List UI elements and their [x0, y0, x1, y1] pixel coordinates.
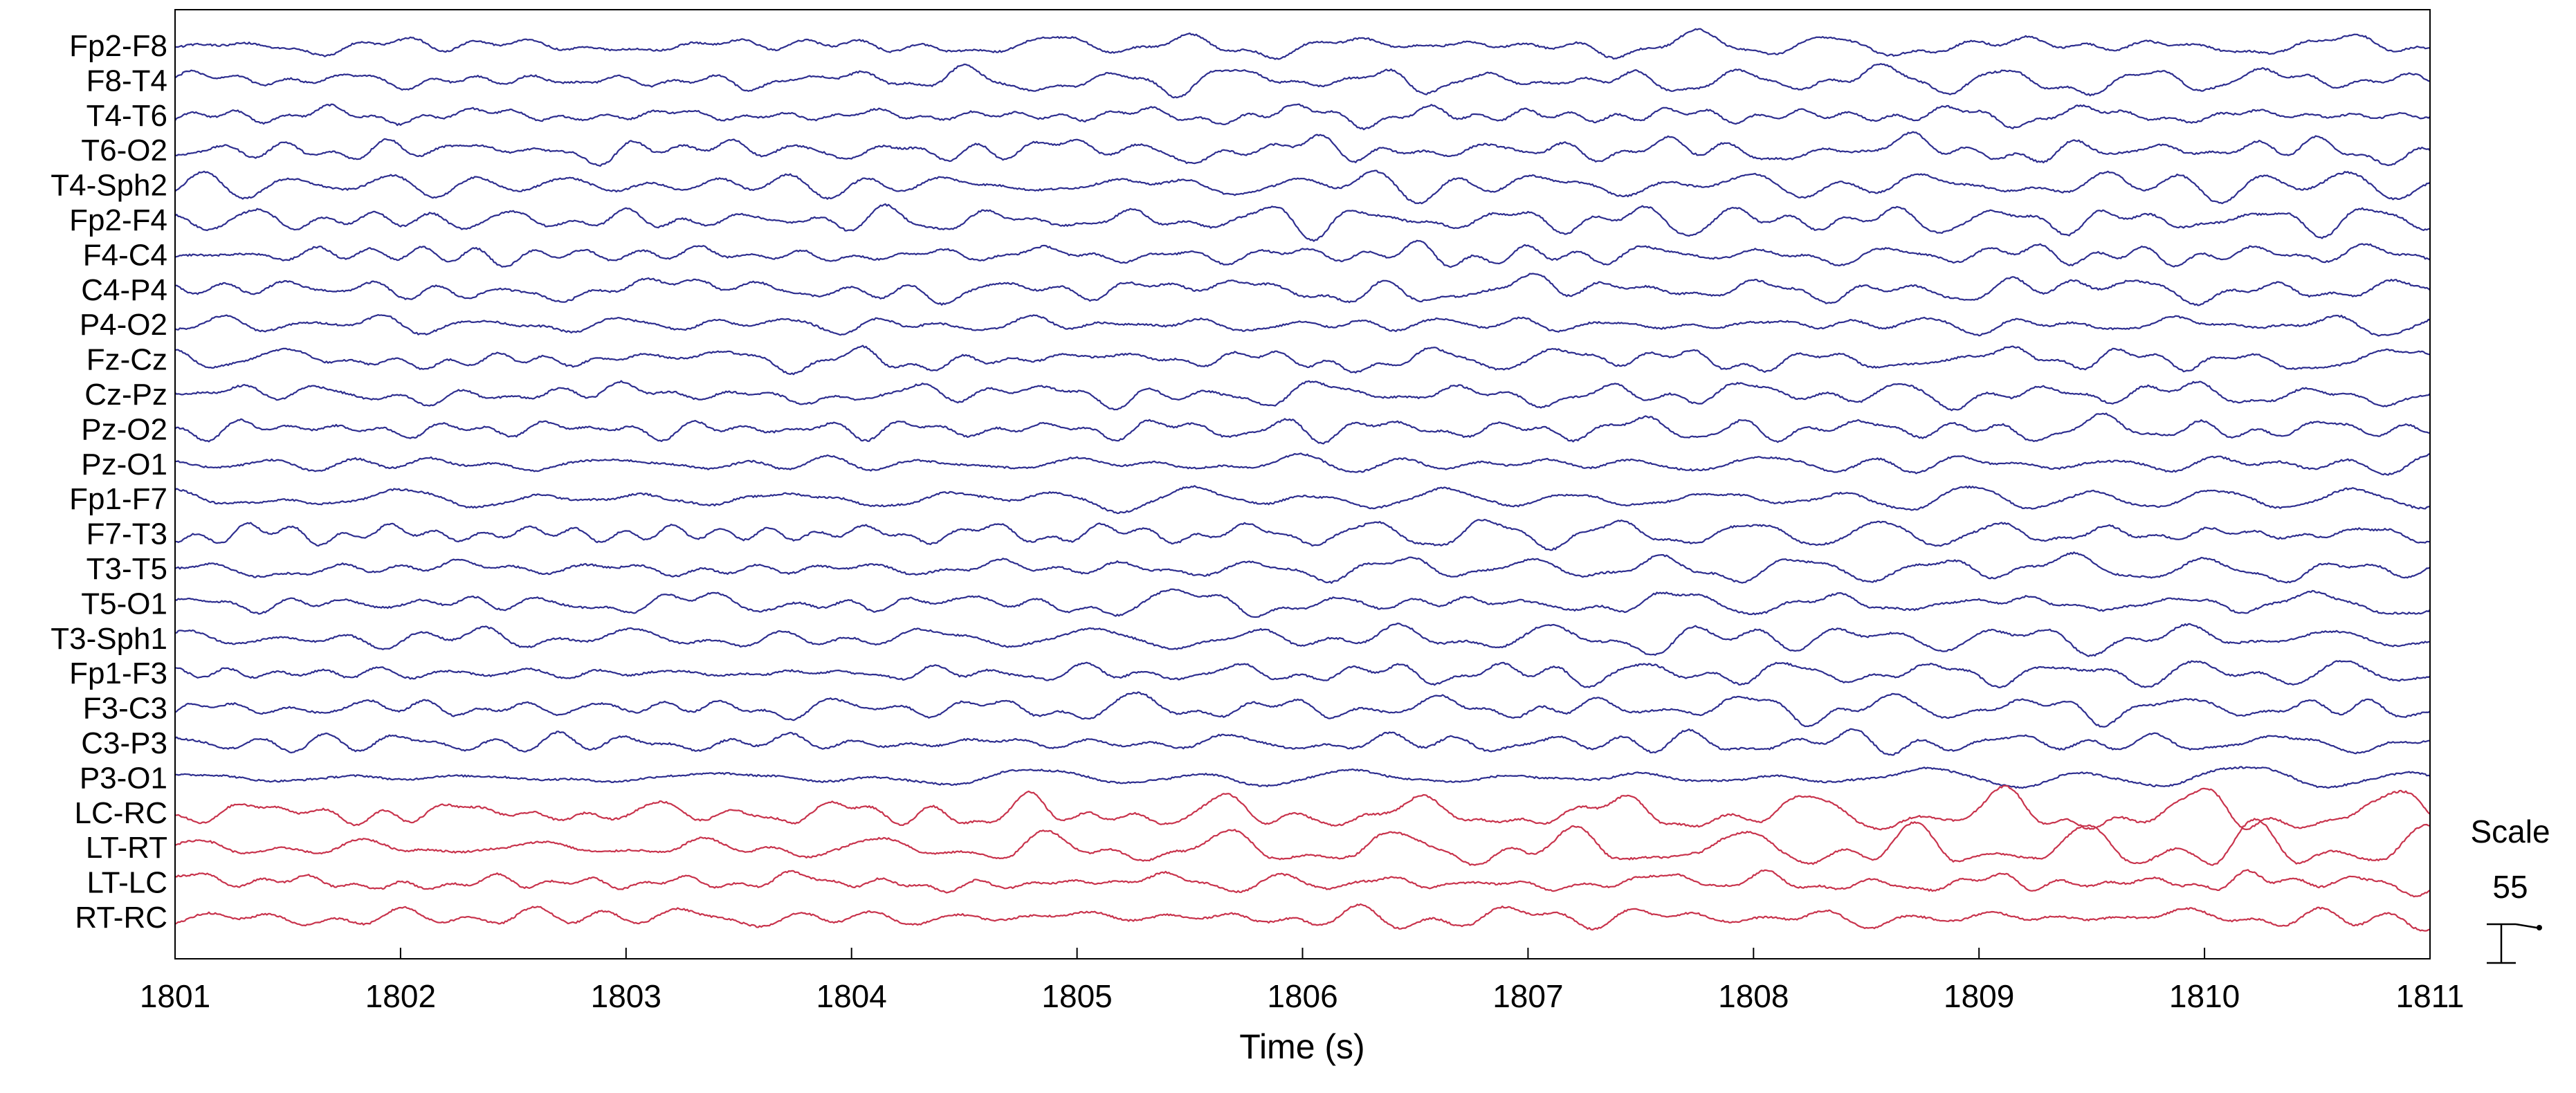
channel-label: F8-T4: [86, 64, 167, 98]
trace-t3-sph1: [174, 623, 2431, 657]
channel-label: P3-O1: [80, 761, 167, 795]
trace-lt-lc: [174, 869, 2431, 898]
trace-fp1-f7: [174, 485, 2430, 515]
channel-label: Fp2-F8: [69, 29, 167, 63]
trace-f3-c3: [174, 691, 2431, 728]
trace-p4-o2: [174, 314, 2431, 337]
scale-value: 55: [2492, 869, 2528, 905]
channel-label: Fz-Cz: [86, 343, 167, 377]
trace-f8-t4: [174, 63, 2431, 99]
x-tick-label: 1811: [2396, 978, 2465, 1014]
trace-fp2-f4: [174, 203, 2431, 242]
x-axis-label: Time (s): [1239, 1027, 1364, 1066]
scale-indicator: Scale 55: [2470, 814, 2550, 964]
x-tick-label: 1802: [365, 978, 436, 1014]
x-tick-label: 1808: [1718, 978, 1789, 1014]
channel-label: T3-Sph1: [51, 622, 167, 656]
channel-label: LT-RT: [86, 831, 167, 865]
channel-label: C3-P3: [81, 726, 167, 760]
trace-lt-rt: [174, 818, 2431, 866]
scale-marker: [2537, 925, 2542, 930]
x-axis-ticks: 1801 1802 1803 1804 1805 1806 1807 1808 1809 1810…: [140, 948, 2465, 1014]
channel-label: RT-RC: [75, 901, 167, 935]
trace-t4-t6: [174, 103, 2431, 131]
scale-label: Scale: [2470, 814, 2550, 849]
trace-cz-pz: [174, 380, 2431, 412]
channel-label: Cz-Pz: [84, 378, 167, 412]
traces-layer: [174, 28, 2431, 932]
trace-f7-t3: [174, 519, 2431, 551]
channel-label: P4-O2: [80, 308, 167, 342]
trace-c3-p3: [174, 728, 2431, 756]
channel-label: F4-C4: [83, 238, 167, 272]
trace-rt-rc: [174, 903, 2431, 932]
x-tick-label: 1801: [140, 978, 210, 1014]
x-tick-label: 1809: [1944, 978, 2014, 1014]
trace-pz-o2: [174, 412, 2431, 445]
trace-t3-t5: [174, 551, 2431, 584]
trace-c4-p4: [174, 273, 2431, 306]
channel-label: T4-T6: [86, 99, 167, 133]
channel-label: F7-T3: [86, 517, 167, 551]
trace-fp1-f3: [174, 660, 2431, 688]
scale-bar: [2487, 923, 2541, 964]
x-tick-label: 1807: [1492, 978, 1563, 1014]
x-tick-label: 1806: [1267, 978, 1337, 1014]
trace-t5-o1: [174, 588, 2431, 618]
channel-label: LC-RC: [75, 796, 167, 830]
channel-label: T5-O1: [81, 587, 167, 621]
x-tick-label: 1803: [591, 978, 661, 1014]
channel-label: Fp2-F4: [69, 203, 167, 237]
trace-f4-c4: [174, 239, 2431, 268]
trace-pz-o1: [174, 452, 2431, 476]
channel-label: Fp1-F3: [69, 656, 167, 690]
x-tick-label: 1810: [2169, 978, 2240, 1014]
channel-label: Pz-O1: [81, 448, 167, 481]
trace-t4-sph2: [174, 169, 2431, 205]
channel-label: LT-LC: [86, 866, 167, 900]
channel-label: T4-Sph2: [51, 169, 167, 203]
channel-label: T6-O2: [81, 134, 167, 167]
x-tick-label: 1804: [816, 978, 887, 1014]
channel-label: Fp1-F7: [69, 482, 167, 516]
channel-label: F3-C3: [83, 692, 167, 726]
channel-label: Pz-O2: [81, 412, 167, 446]
trace-t6-o2: [174, 131, 2431, 167]
trace-fp2-f8: [175, 28, 2430, 60]
x-tick-label: 1805: [1041, 978, 1112, 1014]
channel-label: C4-P4: [81, 273, 167, 307]
trace-p3-o1: [174, 766, 2431, 789]
trace-lc-rc: [174, 784, 2431, 831]
channel-labels: Fp2-F8F8-T4T4-T6T6-O2T4-Sph2Fp2-F4F4-C4C…: [51, 29, 167, 935]
trace-fz-cz: [174, 345, 2431, 376]
channel-label: T3-T5: [86, 552, 167, 586]
